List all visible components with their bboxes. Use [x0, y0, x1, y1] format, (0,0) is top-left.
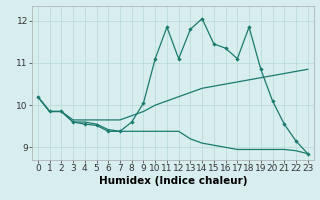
X-axis label: Humidex (Indice chaleur): Humidex (Indice chaleur): [99, 176, 247, 186]
